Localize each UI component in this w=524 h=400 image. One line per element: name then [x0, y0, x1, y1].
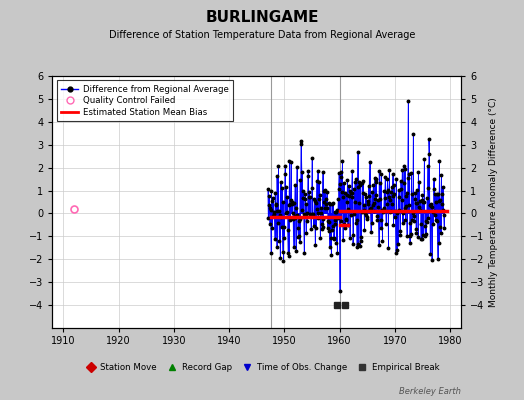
Text: Difference of Station Temperature Data from Regional Average: Difference of Station Temperature Data f…: [109, 30, 415, 40]
Text: BURLINGAME: BURLINGAME: [205, 10, 319, 25]
Text: Berkeley Earth: Berkeley Earth: [399, 387, 461, 396]
Legend: Difference from Regional Average, Quality Control Failed, Estimated Station Mean: Difference from Regional Average, Qualit…: [57, 80, 233, 121]
Legend: Station Move, Record Gap, Time of Obs. Change, Empirical Break: Station Move, Record Gap, Time of Obs. C…: [81, 361, 443, 375]
Y-axis label: Monthly Temperature Anomaly Difference (°C): Monthly Temperature Anomaly Difference (…: [489, 97, 498, 307]
